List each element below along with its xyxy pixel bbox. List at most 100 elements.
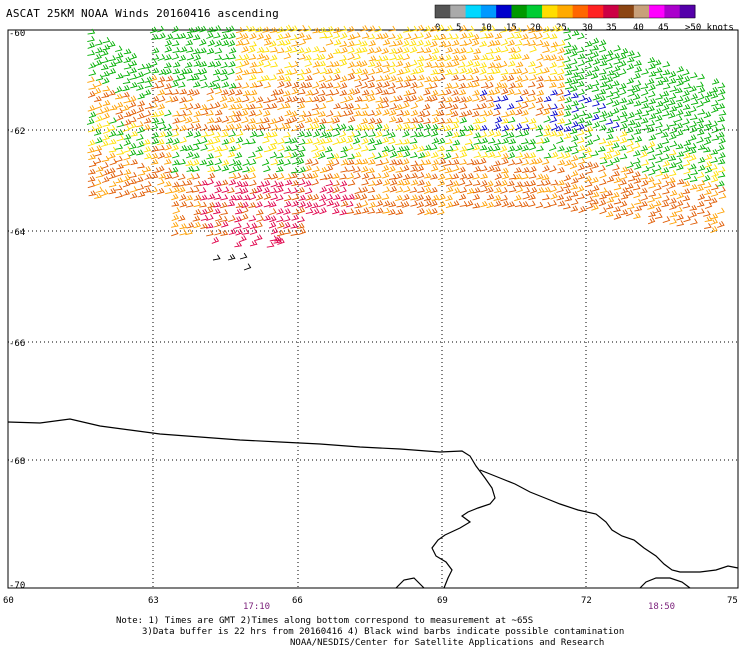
wind-barb <box>717 158 726 165</box>
wind-barb <box>438 40 447 47</box>
wind-barb <box>123 139 132 146</box>
wind-barb <box>186 187 194 194</box>
wind-barb <box>641 68 649 75</box>
wind-barb <box>353 74 362 82</box>
wind-barb <box>437 145 446 152</box>
wind-barb <box>459 125 468 132</box>
wind-barb <box>438 33 447 41</box>
wind-barb <box>228 145 237 152</box>
wind-barb <box>430 89 439 97</box>
wind-barb <box>682 188 691 195</box>
wind-barb <box>381 96 389 104</box>
wind-barb <box>430 199 438 207</box>
wind-barb <box>563 27 572 34</box>
wind-barb <box>611 107 620 115</box>
wind-barb <box>248 193 257 201</box>
wind-barb <box>717 144 725 152</box>
wind-barb <box>522 192 531 200</box>
wind-barb <box>311 117 320 124</box>
wind-barb <box>108 146 117 153</box>
wind-barb <box>235 202 244 208</box>
legend-swatch <box>587 5 604 18</box>
wind-barb <box>641 110 650 117</box>
wind-barb <box>570 78 579 85</box>
wind-barb <box>255 118 264 125</box>
wind-barb <box>683 139 692 146</box>
wind-barb <box>353 209 362 215</box>
wind-barb <box>256 33 264 41</box>
wind-barb <box>487 62 496 69</box>
wind-barb <box>143 89 152 96</box>
wind-barb <box>367 33 376 40</box>
wind-barb <box>584 70 593 77</box>
wind-barb <box>354 47 363 54</box>
wind-barb <box>248 158 257 166</box>
wind-barb <box>570 85 578 93</box>
wind-barb <box>290 68 298 76</box>
wind-barb <box>443 152 452 160</box>
wind-barb <box>711 170 720 177</box>
legend-label: >50 knots <box>685 23 734 33</box>
wind-barb <box>242 39 250 46</box>
wind-barb <box>675 95 684 102</box>
wind-barb <box>214 54 223 61</box>
wind-barb <box>179 124 188 132</box>
wind-barb <box>347 153 356 160</box>
wind-barb <box>311 158 319 166</box>
wind-barb <box>144 173 152 180</box>
wind-barb <box>291 81 300 89</box>
wind-barb <box>303 25 312 32</box>
wind-barb <box>87 76 95 83</box>
wind-barb <box>451 152 460 160</box>
wind-barb <box>494 32 503 39</box>
wind-barb <box>347 88 355 96</box>
wind-barb <box>228 110 236 118</box>
wind-barb <box>88 168 96 175</box>
wind-barb <box>374 25 382 33</box>
wind-barb <box>599 158 608 165</box>
wind-barb <box>220 216 228 222</box>
wind-barb <box>606 146 615 154</box>
legend-label: 30 <box>582 23 593 33</box>
wind-barb <box>619 111 628 118</box>
wind-barb <box>102 134 110 141</box>
wind-barb <box>94 192 102 199</box>
wind-barb <box>213 193 222 200</box>
wind-barb <box>269 187 277 194</box>
wind-barb <box>143 124 151 131</box>
wind-barb <box>375 66 384 74</box>
wind-barb <box>493 151 502 158</box>
wind-barb <box>207 26 215 33</box>
wind-barb <box>318 111 326 117</box>
wind-barb <box>620 47 629 55</box>
wind-barb <box>338 136 347 144</box>
wind-barb <box>396 109 405 117</box>
wind-barb <box>319 174 328 181</box>
wind-barb <box>521 159 530 166</box>
wind-barb <box>493 130 502 138</box>
wind-barb <box>270 124 279 131</box>
wind-barb <box>347 33 356 41</box>
wind-barb <box>480 124 488 131</box>
wind-barb <box>101 189 109 197</box>
wind-barb <box>690 93 698 100</box>
wind-barb <box>129 116 137 123</box>
wind-barb <box>633 171 641 178</box>
wind-barb <box>186 222 195 229</box>
wind-barb <box>332 159 340 167</box>
wind-barb <box>627 175 636 182</box>
wind-barb <box>284 61 292 69</box>
wind-barb <box>689 85 697 93</box>
wind-barb <box>207 193 216 200</box>
wind-barb <box>668 70 677 78</box>
wind-barb <box>290 172 298 179</box>
wind-barb <box>409 46 418 54</box>
wind-barb <box>283 208 291 215</box>
wind-barb <box>403 61 412 69</box>
wind-barb <box>123 168 132 175</box>
wind-barb <box>184 109 193 117</box>
wind-barb <box>599 187 608 194</box>
wind-barb <box>108 124 116 131</box>
wind-barb <box>325 82 334 89</box>
wind-barb <box>297 102 306 110</box>
